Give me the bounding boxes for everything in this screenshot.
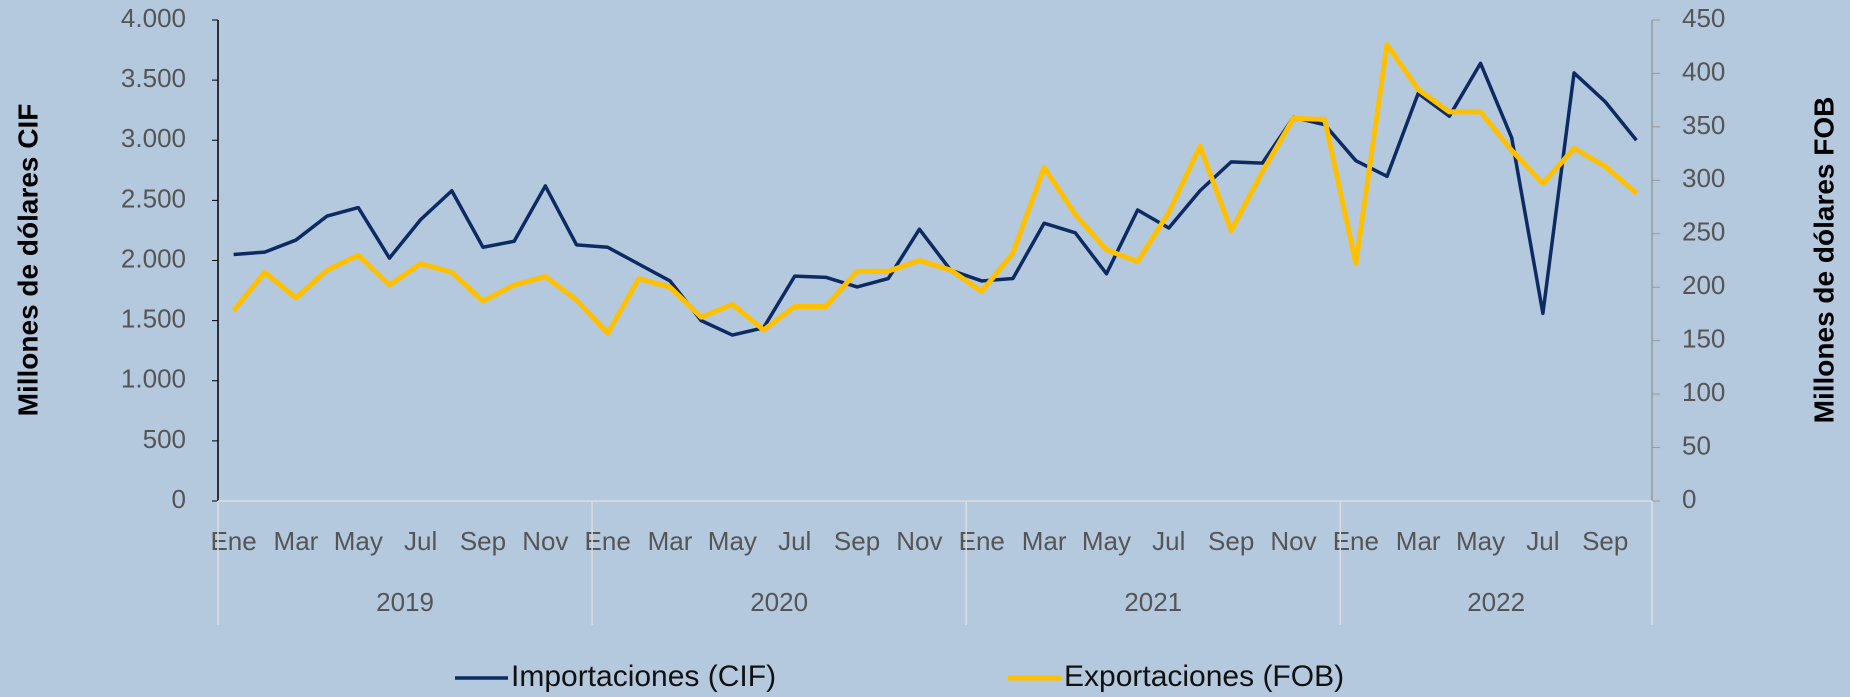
x-tick-label: May (1082, 526, 1131, 556)
x-tick-label: Jul (1526, 526, 1559, 556)
series-line (231, 42, 1639, 336)
x-tick-label: Sep (1582, 526, 1628, 556)
legend-label: Importaciones (CIF) (511, 660, 776, 693)
x-tick-label: Mar (274, 526, 319, 556)
x-tick-label: Jul (404, 526, 437, 556)
y-tick-label: 2.500 (121, 183, 186, 213)
x-group-label: 2020 (750, 587, 808, 617)
y-tick-label: 3.500 (121, 63, 186, 93)
x-tick-label: May (708, 526, 757, 556)
y-tick-label: 500 (143, 424, 186, 454)
y-tick-label: 2.000 (121, 243, 186, 273)
y2-tick-label: 300 (1682, 163, 1725, 193)
x-tick-label: Nov (896, 526, 942, 556)
y-tick-label: 3.000 (121, 123, 186, 153)
y2-tick-label: 50 (1682, 430, 1711, 460)
x-tick-label: May (334, 526, 383, 556)
y-tick-label: 1.500 (121, 304, 186, 334)
x-tick-label: Sep (834, 526, 880, 556)
y-tick-label: 4.000 (121, 3, 186, 33)
y2-tick-label: 200 (1682, 270, 1725, 300)
y2-axis-title: Millones de dólares FOB (1808, 97, 1839, 424)
y2-tick-label: 400 (1682, 56, 1725, 86)
x-tick-label: Sep (460, 526, 506, 556)
y2-tick-label: 250 (1682, 217, 1725, 247)
y2-tick-label: 100 (1682, 377, 1725, 407)
y-tick-label: 1.000 (121, 364, 186, 394)
x-tick-label: Nov (522, 526, 568, 556)
y2-tick-label: 350 (1682, 110, 1725, 140)
x-group-label: 2021 (1124, 587, 1182, 617)
x-tick-label: Jul (1152, 526, 1185, 556)
x-tick-label: Mar (648, 526, 693, 556)
x-tick-label: Jul (778, 526, 811, 556)
x-tick-label: May (1456, 526, 1505, 556)
x-tick-label: Nov (1270, 526, 1316, 556)
y2-tick-label: 150 (1682, 324, 1725, 354)
y2-tick-label: 450 (1682, 3, 1725, 33)
x-tick-label: Mar (1396, 526, 1441, 556)
legend-label: Exportaciones (FOB) (1064, 660, 1344, 693)
x-group-label: 2022 (1467, 587, 1525, 617)
series-line (233, 61, 1638, 337)
x-tick-label: Sep (1208, 526, 1254, 556)
y2-tick-label: 0 (1682, 484, 1696, 514)
y-axis-title: Millones de dólares CIF (12, 104, 43, 417)
y-tick-label: 0 (172, 484, 186, 514)
x-group-label: 2019 (376, 587, 434, 617)
x-tick-label: Mar (1022, 526, 1067, 556)
